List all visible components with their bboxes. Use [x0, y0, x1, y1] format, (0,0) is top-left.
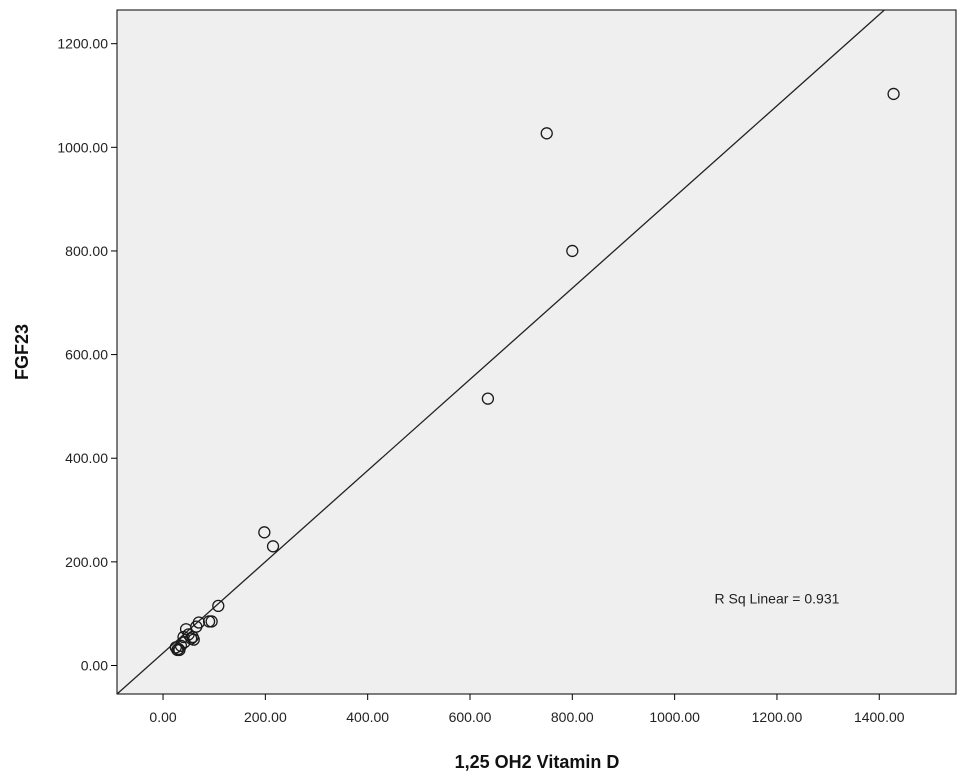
x-axis: 0.00 200.00 400.00 600.00 800.00 1000.00 1200.… — [149, 694, 905, 725]
x-tick-label: 800.00 — [551, 709, 594, 725]
y-tick-label: 0.00 — [81, 658, 108, 674]
data-point — [540, 127, 553, 140]
x-axis-title: 1,25 OH2 Vitamin D — [455, 752, 620, 772]
x-tick-label: 1400.00 — [854, 709, 905, 725]
y-tick-label: 1200.00 — [57, 36, 108, 52]
r-squared-annotation: R Sq Linear = 0.931 — [714, 590, 839, 606]
data-point — [174, 639, 188, 652]
data-point — [481, 392, 495, 405]
points-layer — [169, 87, 900, 657]
data-point — [212, 599, 225, 613]
fit-line-layer — [116, 9, 885, 695]
data-point — [266, 540, 280, 553]
x-tick-label: 400.00 — [346, 709, 389, 725]
data-point — [887, 87, 900, 101]
x-tick-label: 0.00 — [149, 709, 176, 725]
data-point — [566, 244, 579, 258]
y-axis: 0.00 200.00 400.00 600.00 800.00 1000.00 1200.… — [57, 36, 117, 674]
x-tick-label: 1200.00 — [752, 709, 803, 725]
y-tick-label: 600.00 — [65, 347, 108, 363]
data-point — [258, 526, 271, 539]
x-tick-label: 1000.00 — [649, 709, 700, 725]
regression-line — [116, 9, 885, 695]
y-tick-label: 1000.00 — [57, 139, 108, 155]
plot-area — [116, 9, 957, 695]
data-point — [172, 642, 185, 656]
y-tick-label: 200.00 — [65, 554, 108, 570]
data-point — [205, 615, 218, 628]
data-point — [192, 616, 206, 629]
x-tick-label: 600.00 — [449, 709, 492, 725]
y-axis-title: FGF23 — [12, 324, 32, 380]
x-tick-label: 200.00 — [244, 709, 287, 725]
data-point — [187, 633, 200, 646]
y-tick-label: 800.00 — [65, 243, 108, 259]
y-tick-label: 400.00 — [65, 450, 108, 466]
